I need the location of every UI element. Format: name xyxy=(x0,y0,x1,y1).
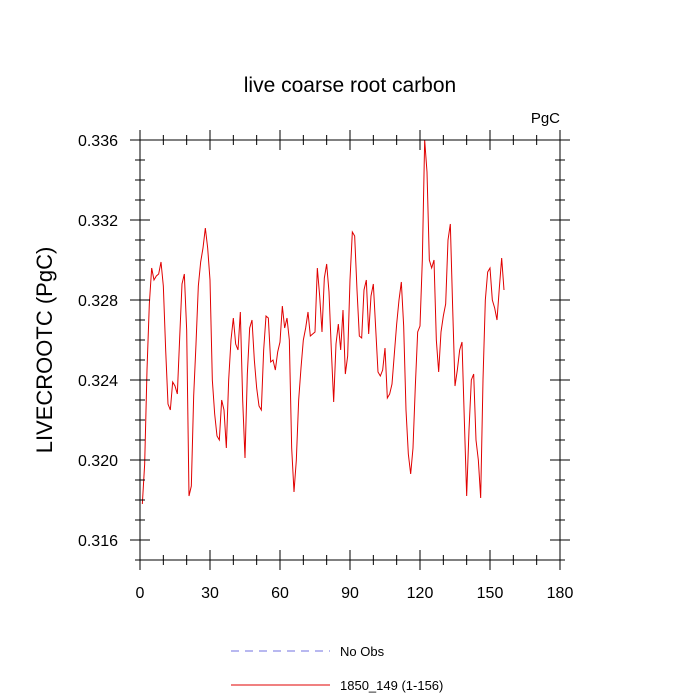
y-tick-label-3: 0.328 xyxy=(78,293,118,310)
x-tick-label-5: 150 xyxy=(477,585,504,602)
plot-frame xyxy=(139,139,561,561)
x-tick-label-4: 120 xyxy=(407,585,434,602)
y-tick-label-4: 0.332 xyxy=(78,213,118,230)
y-axis-label: LIVECROOTC (PgC) xyxy=(32,247,57,454)
units-label: PgC xyxy=(531,110,560,127)
series-line-1 xyxy=(141,139,505,505)
x-tick-label-3: 90 xyxy=(341,585,359,602)
legend: No Obs 1850_149 (1-156) xyxy=(231,644,443,693)
legend-label-no-obs: No Obs xyxy=(340,644,385,659)
y-tick-label-0: 0.316 xyxy=(78,533,118,550)
tick-labels-layer: 0 30 60 90 120 150 180 0.316 0.320 0.324 0.328 0.33… xyxy=(78,133,573,602)
y-tick-label-2: 0.324 xyxy=(78,373,118,390)
x-tick-label-2: 60 xyxy=(271,585,289,602)
x-tick-label-1: 30 xyxy=(201,585,219,602)
ticks-layer xyxy=(130,130,570,570)
x-tick-label-6: 180 xyxy=(547,585,574,602)
x-tick-label-0: 0 xyxy=(136,585,145,602)
legend-label-1850-149: 1850_149 (1-156) xyxy=(340,678,443,693)
y-tick-label-1: 0.320 xyxy=(78,453,118,470)
y-tick-label-5: 0.336 xyxy=(78,133,118,150)
chart-title: live coarse root carbon xyxy=(244,74,456,97)
series-layer xyxy=(141,139,505,505)
